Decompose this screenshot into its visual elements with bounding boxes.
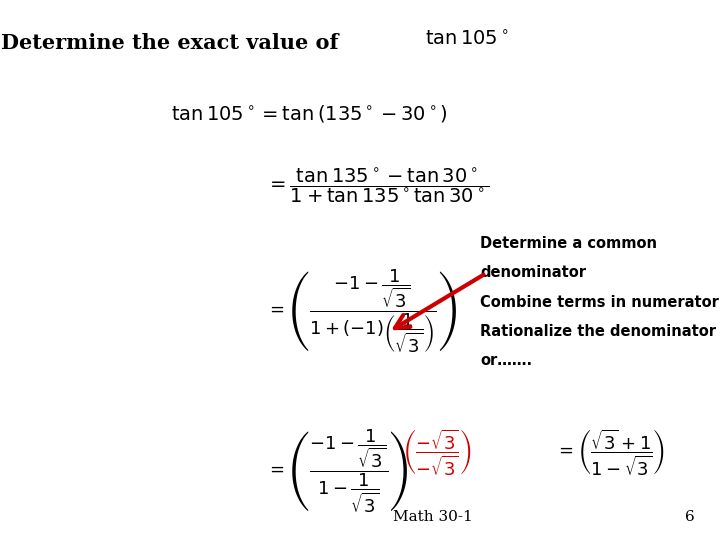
Text: $\left(\dfrac{-\sqrt{3}}{-\sqrt{3}}\right)$: $\left(\dfrac{-\sqrt{3}}{-\sqrt{3}}\righ… (402, 428, 472, 478)
Text: Determine a common: Determine a common (480, 236, 657, 251)
Text: Rationalize the denominator: Rationalize the denominator (480, 324, 716, 339)
Text: $\tan 105^\circ$: $\tan 105^\circ$ (425, 31, 508, 50)
Text: $= \left(\dfrac{\sqrt{3} + 1}{1 - \sqrt{3}}\right)$: $= \left(\dfrac{\sqrt{3} + 1}{1 - \sqrt{… (555, 428, 665, 478)
Text: Math 30-1: Math 30-1 (393, 510, 473, 524)
Text: $= \left(\dfrac{-1 - \dfrac{1}{\sqrt{3}}}{1 - \dfrac{1}{\sqrt{3}}}\right)$: $= \left(\dfrac{-1 - \dfrac{1}{\sqrt{3}}… (266, 428, 409, 515)
Text: Determine the exact value of: Determine the exact value of (1, 33, 338, 53)
Text: denominator: denominator (480, 265, 586, 280)
Text: $= \left(\dfrac{-1 - \dfrac{1}{\sqrt{3}}}{1 + (-1)\left(\dfrac{1}{\sqrt{3}}\righ: $= \left(\dfrac{-1 - \dfrac{1}{\sqrt{3}}… (266, 268, 457, 355)
Text: or…….: or……. (480, 353, 533, 368)
Text: $\tan 105^\circ = \tan\left(135^\circ - 30^\circ\right)$: $\tan 105^\circ = \tan\left(135^\circ - … (171, 103, 449, 124)
Text: 6: 6 (685, 510, 695, 524)
Text: $= \dfrac{\tan 135^\circ - \tan 30^\circ}{1 + \tan 135^\circ \tan 30^\circ}$: $= \dfrac{\tan 135^\circ - \tan 30^\circ… (266, 167, 490, 206)
Text: Combine terms in numerator: Combine terms in numerator (480, 295, 719, 309)
